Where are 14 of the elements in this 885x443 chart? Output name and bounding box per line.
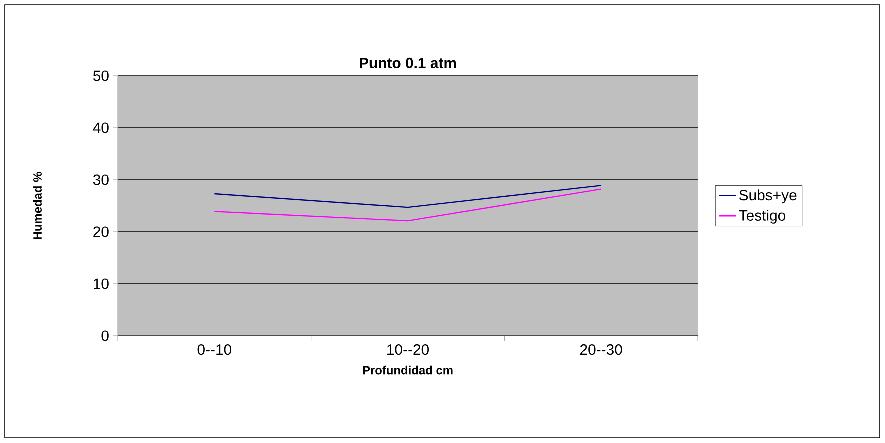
- x-tick-label: 20--30: [580, 344, 622, 356]
- y-tick-label: 30: [93, 174, 109, 186]
- chart-title: Punto 0.1 atm: [360, 58, 456, 68]
- x-tick-label: 10--20: [388, 344, 430, 356]
- legend-label: Testigo: [739, 210, 786, 224]
- y-tick-label: 40: [93, 122, 109, 134]
- legend-label: Subs+ye: [739, 190, 797, 204]
- x-tick-label: 0--10: [198, 344, 232, 356]
- y-tick-label: 50: [93, 70, 109, 82]
- y-axis-title: Humedad %: [33, 172, 42, 240]
- y-tick-label: 10: [94, 278, 109, 290]
- x-axis-title: Profundidad cm: [363, 366, 453, 375]
- y-tick-label: 0: [102, 330, 109, 342]
- y-tick-label: 20: [94, 226, 109, 238]
